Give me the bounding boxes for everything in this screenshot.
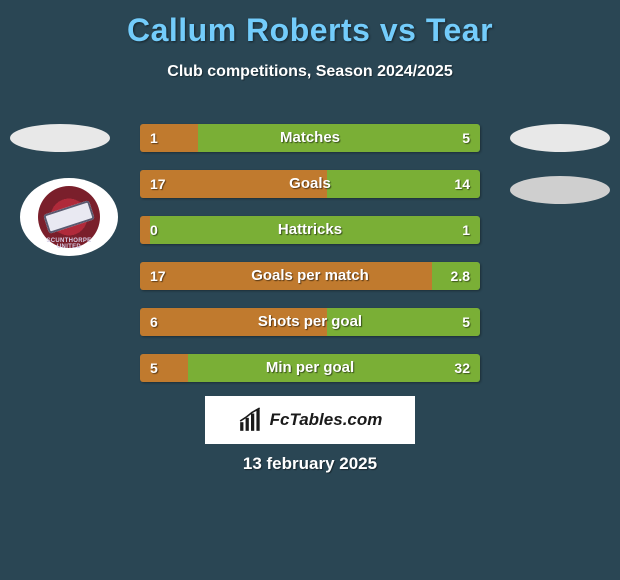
date-label: 13 february 2025 xyxy=(0,454,620,474)
watermark-banner[interactable]: FcTables.com xyxy=(205,396,415,444)
player-left-photo-placeholder xyxy=(10,124,110,152)
club-right-photo-placeholder xyxy=(510,176,610,204)
stat-label: Shots per goal xyxy=(140,308,480,336)
stat-row: 1714Goals xyxy=(140,170,480,198)
comparison-rows: 15Matches 1714Goals 01Hattricks 172.8Goals … xyxy=(140,124,480,400)
club-badge-inner: SCUNTHORPE UNITED xyxy=(38,186,100,248)
stat-label: Goals per match xyxy=(140,262,480,290)
badge-scroll-icon xyxy=(43,200,95,234)
stat-row: 65Shots per goal xyxy=(140,308,480,336)
stat-label: Hattricks xyxy=(140,216,480,244)
stat-row: 532Min per goal xyxy=(140,354,480,382)
stat-label: Matches xyxy=(140,124,480,152)
badge-text: SCUNTHORPE UNITED xyxy=(38,238,100,250)
subtitle: Club competitions, Season 2024/2025 xyxy=(0,63,620,81)
player-right-photo-placeholder xyxy=(510,124,610,152)
stat-label: Goals xyxy=(140,170,480,198)
stat-label: Min per goal xyxy=(140,354,480,382)
club-left-badge: SCUNTHORPE UNITED xyxy=(20,178,118,256)
fctables-logo-icon xyxy=(238,407,264,433)
stat-row: 172.8Goals per match xyxy=(140,262,480,290)
watermark-text: FcTables.com xyxy=(270,410,383,430)
page-title: Callum Roberts vs Tear xyxy=(0,0,620,49)
stat-row: 15Matches xyxy=(140,124,480,152)
stat-row: 01Hattricks xyxy=(140,216,480,244)
